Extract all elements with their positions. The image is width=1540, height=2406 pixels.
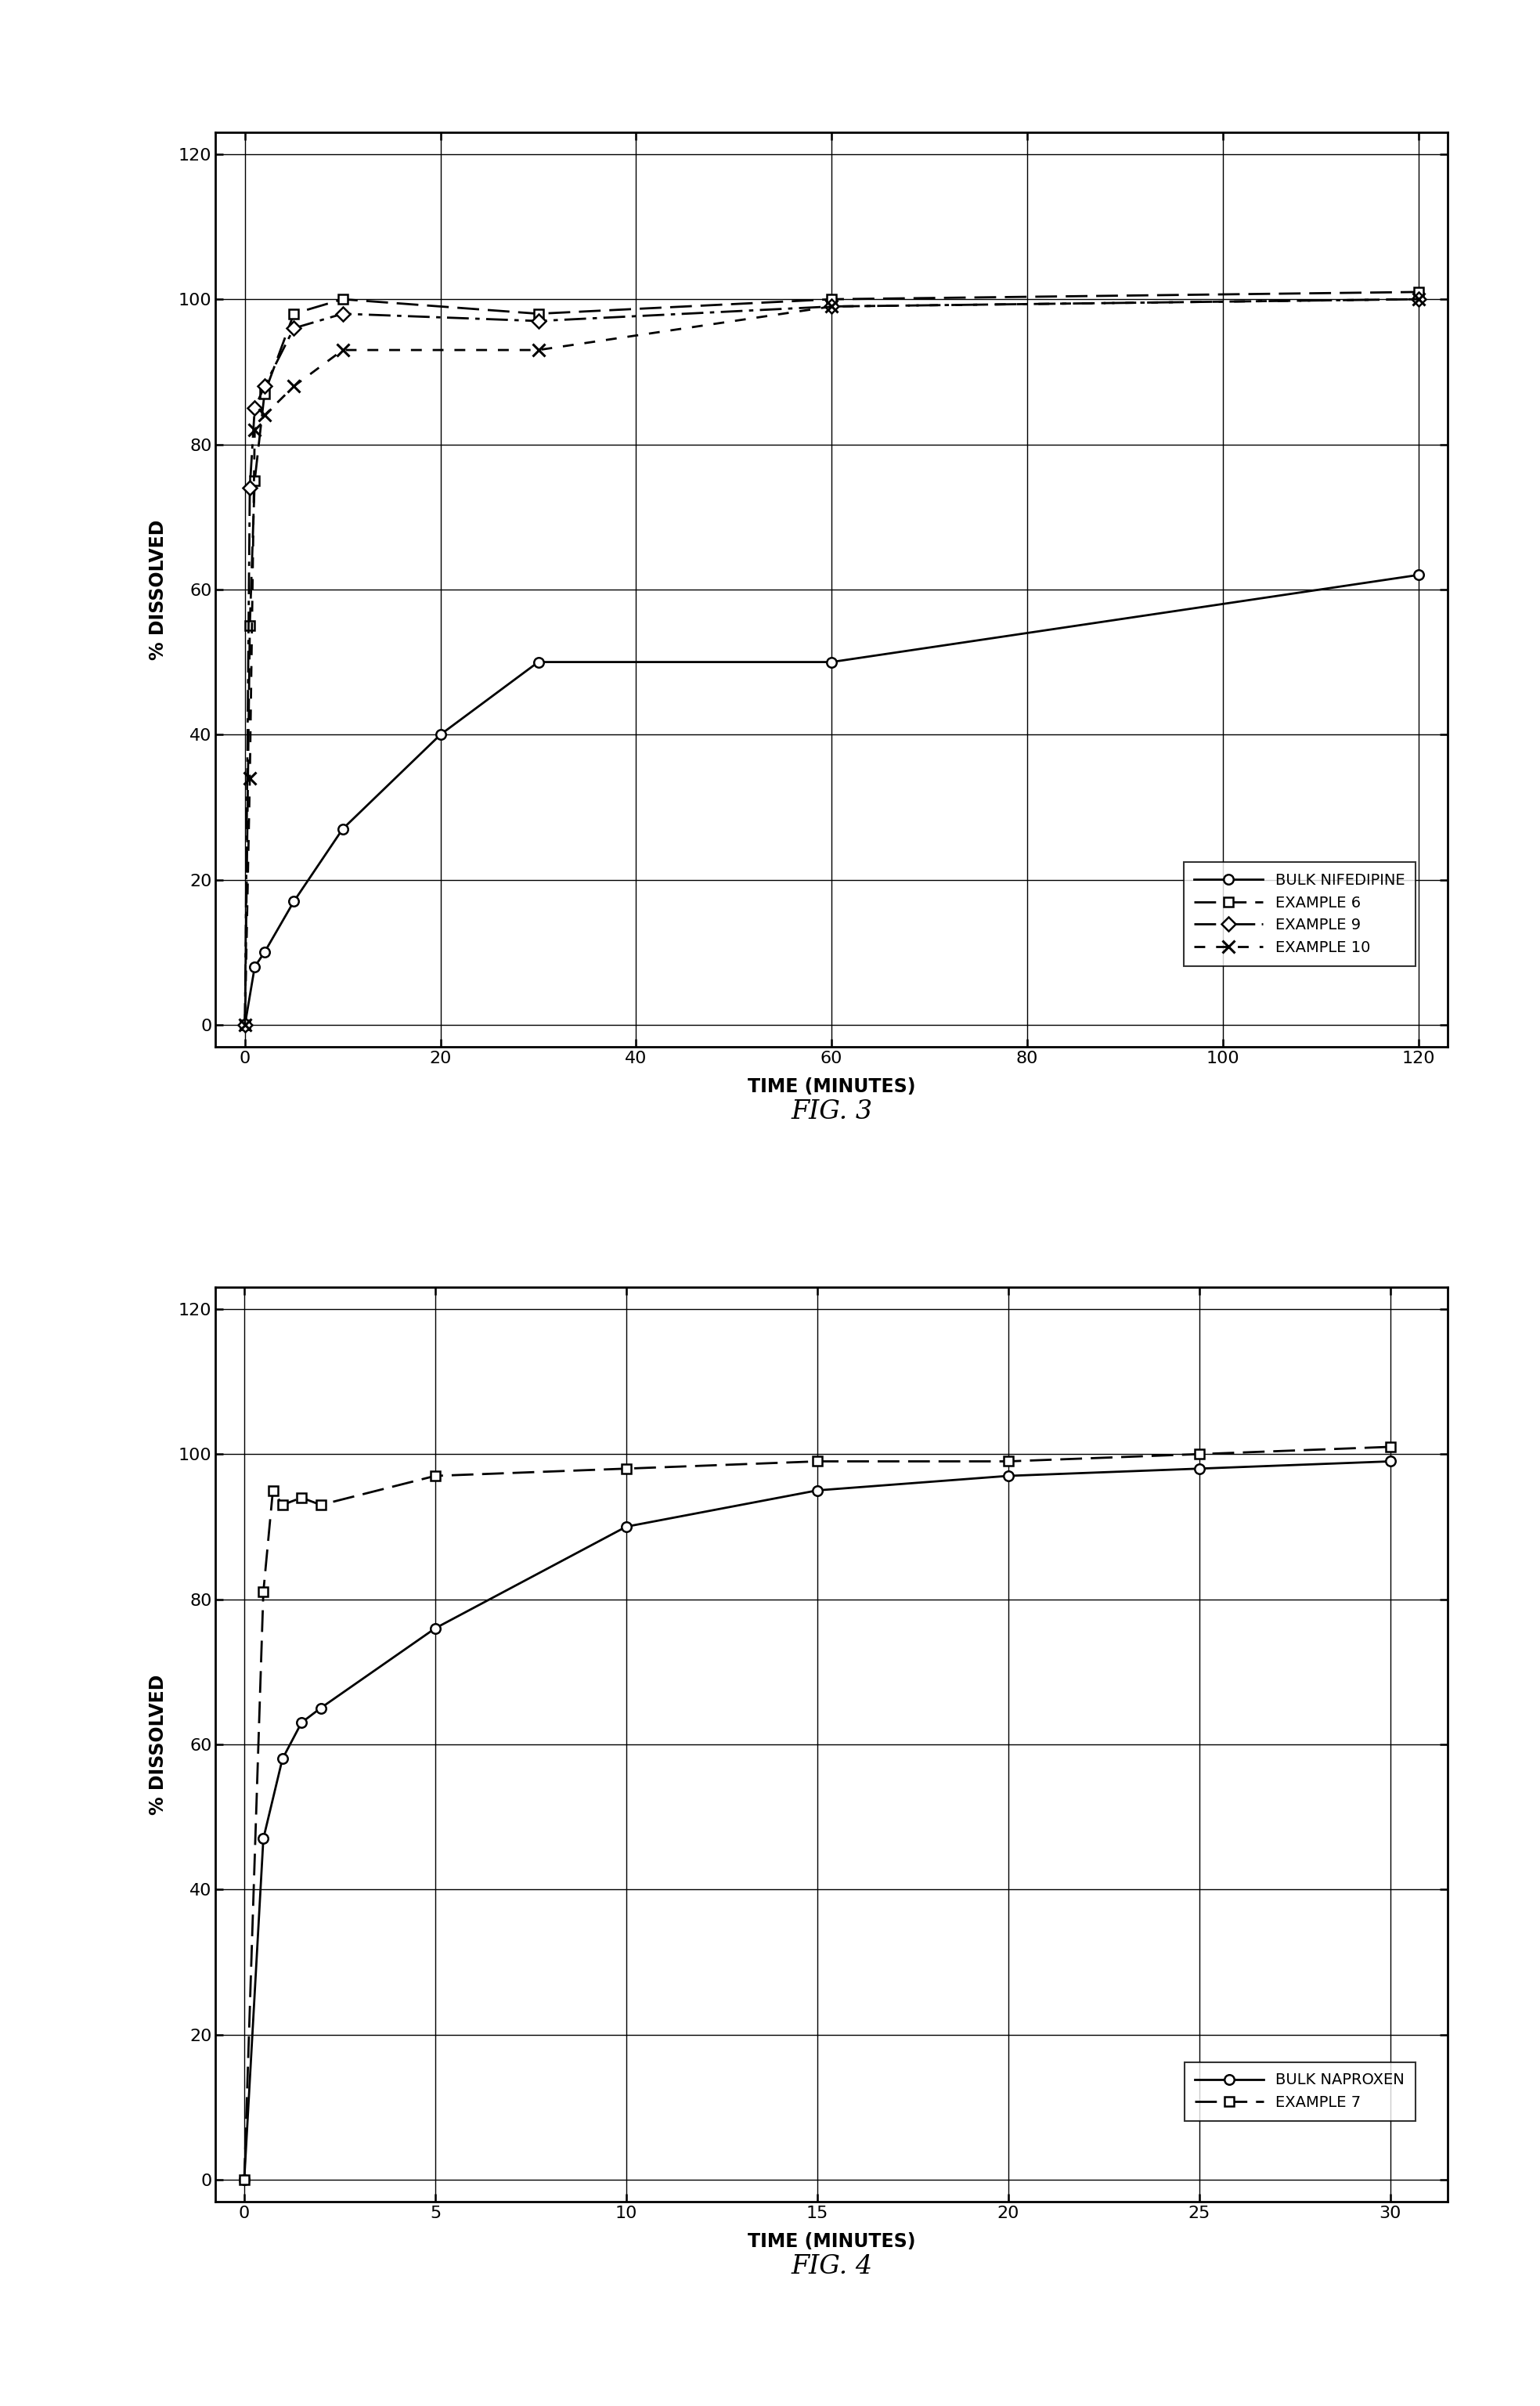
X-axis label: TIME (MINUTES): TIME (MINUTES) xyxy=(747,1078,916,1095)
EXAMPLE 9 xyxy=(236,1011,254,1039)
EXAMPLE 7 xyxy=(311,1489,330,1518)
BULK NAPROXEN xyxy=(1190,1453,1209,1482)
EXAMPLE 7 xyxy=(254,1578,273,1607)
EXAMPLE 6 xyxy=(285,298,303,327)
BULK NAPROXEN xyxy=(293,1708,311,1737)
Text: FIG. 3: FIG. 3 xyxy=(792,1100,872,1124)
EXAMPLE 7 xyxy=(1381,1432,1400,1460)
Line: BULK NIFEDIPINE: BULK NIFEDIPINE xyxy=(240,570,1423,1030)
EXAMPLE 7 xyxy=(1190,1439,1209,1468)
EXAMPLE 7 xyxy=(999,1446,1018,1475)
EXAMPLE 7 xyxy=(293,1482,311,1511)
Legend: BULK NAPROXEN, EXAMPLE 7: BULK NAPROXEN, EXAMPLE 7 xyxy=(1184,2062,1415,2120)
EXAMPLE 6 xyxy=(530,298,548,327)
EXAMPLE 6 xyxy=(236,1011,254,1039)
EXAMPLE 10 xyxy=(245,416,263,445)
EXAMPLE 10 xyxy=(285,373,303,402)
Text: FIG. 4: FIG. 4 xyxy=(792,2254,872,2278)
EXAMPLE 10 xyxy=(236,1011,254,1039)
Line: BULK NAPROXEN: BULK NAPROXEN xyxy=(239,1456,1395,2185)
EXAMPLE 6 xyxy=(334,284,353,313)
Y-axis label: % DISSOLVED: % DISSOLVED xyxy=(149,520,168,659)
BULK NIFEDIPINE xyxy=(256,938,274,967)
EXAMPLE 7 xyxy=(236,2165,254,2194)
EXAMPLE 10 xyxy=(1409,284,1428,313)
EXAMPLE 9 xyxy=(334,298,353,327)
BULK NAPROXEN xyxy=(618,1513,636,1542)
BULK NAPROXEN xyxy=(1381,1446,1400,1475)
EXAMPLE 9 xyxy=(240,474,259,503)
EXAMPLE 9 xyxy=(245,395,263,423)
EXAMPLE 6 xyxy=(245,467,263,496)
BULK NAPROXEN xyxy=(427,1614,445,1643)
EXAMPLE 6 xyxy=(256,380,274,409)
BULK NAPROXEN xyxy=(254,1824,273,1853)
EXAMPLE 10 xyxy=(240,763,259,792)
EXAMPLE 6 xyxy=(240,611,259,640)
BULK NAPROXEN xyxy=(999,1460,1018,1489)
EXAMPLE 6 xyxy=(1409,277,1428,306)
Line: EXAMPLE 6: EXAMPLE 6 xyxy=(240,286,1423,1030)
EXAMPLE 10 xyxy=(822,291,841,320)
EXAMPLE 9 xyxy=(256,373,274,402)
BULK NAPROXEN xyxy=(808,1475,827,1504)
EXAMPLE 9 xyxy=(822,291,841,320)
BULK NAPROXEN xyxy=(236,2165,254,2194)
EXAMPLE 9 xyxy=(530,306,548,334)
BULK NIFEDIPINE xyxy=(1409,561,1428,589)
BULK NIFEDIPINE xyxy=(822,647,841,676)
BULK NAPROXEN xyxy=(273,1744,291,1773)
BULK NIFEDIPINE xyxy=(334,816,353,845)
X-axis label: TIME (MINUTES): TIME (MINUTES) xyxy=(747,2233,916,2250)
EXAMPLE 6 xyxy=(822,284,841,313)
EXAMPLE 9 xyxy=(285,313,303,342)
EXAMPLE 7 xyxy=(263,1475,282,1504)
BULK NIFEDIPINE xyxy=(285,888,303,917)
Line: EXAMPLE 10: EXAMPLE 10 xyxy=(239,294,1425,1030)
EXAMPLE 10 xyxy=(334,334,353,363)
EXAMPLE 9 xyxy=(1409,284,1428,313)
BULK NIFEDIPINE xyxy=(431,719,450,748)
Legend: BULK NIFEDIPINE, EXAMPLE 6, EXAMPLE 9, EXAMPLE 10: BULK NIFEDIPINE, EXAMPLE 6, EXAMPLE 9, E… xyxy=(1184,861,1415,965)
Y-axis label: % DISSOLVED: % DISSOLVED xyxy=(149,1675,168,1814)
EXAMPLE 10 xyxy=(256,402,274,431)
Line: EXAMPLE 9: EXAMPLE 9 xyxy=(240,294,1423,1030)
EXAMPLE 7 xyxy=(427,1460,445,1489)
EXAMPLE 7 xyxy=(808,1446,827,1475)
EXAMPLE 7 xyxy=(273,1489,291,1518)
BULK NIFEDIPINE xyxy=(245,953,263,982)
BULK NAPROXEN xyxy=(311,1694,330,1723)
EXAMPLE 10 xyxy=(530,334,548,363)
Line: EXAMPLE 7: EXAMPLE 7 xyxy=(239,1441,1395,2185)
BULK NIFEDIPINE xyxy=(236,1011,254,1039)
BULK NIFEDIPINE xyxy=(530,647,548,676)
EXAMPLE 7 xyxy=(618,1453,636,1482)
